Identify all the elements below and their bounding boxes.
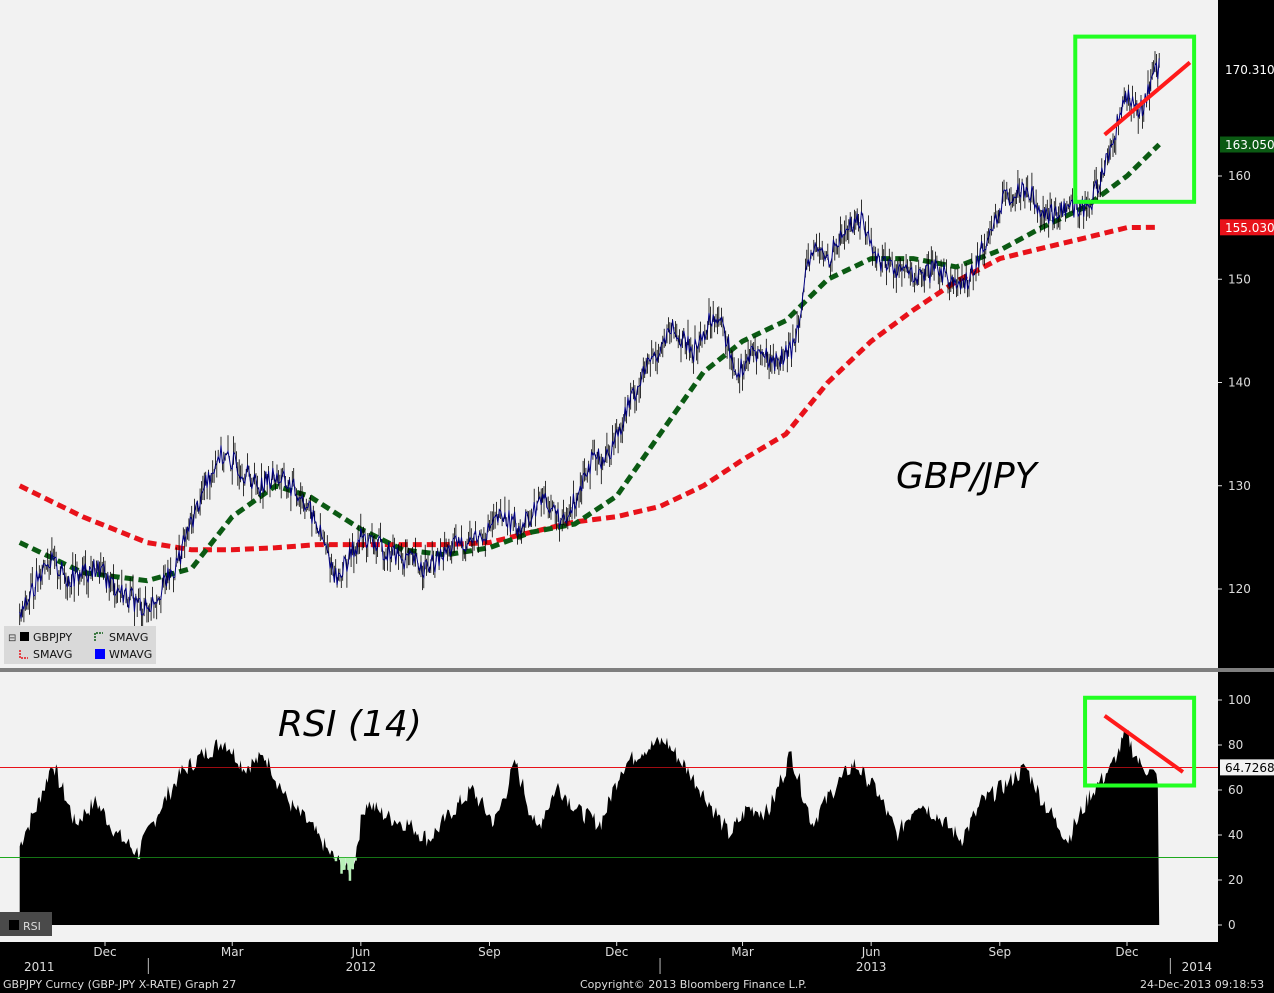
x-month-label: Mar <box>221 945 244 959</box>
x-month-label: Jun <box>350 945 370 959</box>
rsi-oversold-mark <box>343 857 346 870</box>
price-trendline <box>1103 60 1192 137</box>
legend-swatch-wmavg <box>95 649 105 659</box>
legend-label-smavg-red: SMAVG <box>33 648 72 661</box>
legend-label-gbpjpy: GBPJPY <box>33 631 72 644</box>
rsi-ytick-label: 60 <box>1228 783 1243 797</box>
x-month-label: Dec <box>1115 945 1138 959</box>
rsi-oversold-mark <box>345 857 349 863</box>
rsi-oversold-mark <box>334 857 338 862</box>
x-month-label: Sep <box>988 945 1011 959</box>
rsi-series-area <box>19 729 1160 925</box>
rsi-ytick-label: 20 <box>1228 873 1243 887</box>
rsi-legend: RSI <box>0 912 52 936</box>
x-year-label: 2014 <box>1182 960 1213 974</box>
price-series-smavg-1 <box>18 142 1161 584</box>
price-value-tag: 163.050 <box>1225 138 1274 152</box>
legend-swatch-gbpjpy <box>20 632 29 641</box>
price-chart-title: GBP/JPY <box>896 456 1040 497</box>
footer-left: GBPJPY Curncy (GBP-JPY X-RATE) Graph 27 <box>3 978 236 991</box>
legend-label-wmavg: WMAVG <box>109 648 152 661</box>
price-ytick-label: 160 <box>1228 169 1251 183</box>
rsi-oversold-mark <box>351 857 354 870</box>
rsi-oversold-mark <box>340 857 343 874</box>
rsi-highlight-box <box>1083 695 1197 788</box>
price-ytick-label: 150 <box>1228 272 1251 286</box>
price-legend-box <box>4 626 156 664</box>
x-year-label: 2013 <box>856 960 887 974</box>
price-ytick-label: 120 <box>1228 582 1251 596</box>
legend-swatch-rsi <box>9 920 19 930</box>
x-month-label: Jun <box>861 945 881 959</box>
x-year-label: 2011 <box>24 960 55 974</box>
legend-label-rsi: RSI <box>23 920 41 933</box>
rsi-oversold-mark <box>338 857 342 860</box>
axes: 120 130 140 150 160 170.310 163.050 155.030 0 20 4… <box>0 61 1274 974</box>
rsi-ytick-label: 0 <box>1228 918 1236 932</box>
rsi-oversold-mark <box>333 857 336 859</box>
rsi-oversold-mark <box>354 857 357 861</box>
rsi-panel <box>0 695 1218 925</box>
legend-swatch-smavg-red <box>19 650 28 659</box>
price-ytick-label: 130 <box>1228 479 1251 493</box>
price-highlight-box <box>1073 34 1197 204</box>
x-month-label: Sep <box>478 945 501 959</box>
legend-collapse-icon[interactable]: ⊟ <box>8 633 16 644</box>
price-legend: ⊟ GBPJPY SMAVG SMAVG WMAVG <box>4 626 156 664</box>
price-panel <box>18 34 1197 629</box>
price-value-tag-bg <box>1220 61 1274 78</box>
legend-swatch-smavg-green <box>94 632 103 641</box>
rsi-legend-box <box>0 912 52 936</box>
price-ytick-label: 140 <box>1228 376 1251 390</box>
rsi-ytick-label: 40 <box>1228 828 1243 842</box>
x-year-label: 2012 <box>346 960 377 974</box>
x-axis-band <box>0 942 1274 960</box>
price-series-gbpjpy <box>19 58 1160 619</box>
price-series-smavg-2 <box>18 224 1160 553</box>
rsi-ytick-label: 80 <box>1228 738 1243 752</box>
legend-label-smavg-green: SMAVG <box>109 631 148 644</box>
price-value-tag-bg <box>1220 219 1274 236</box>
rsi-chart-title: RSI (14) <box>278 704 422 745</box>
price-value-tag-bg <box>1220 136 1274 153</box>
footer-right: 24-Dec-2013 09:18:53 <box>1140 978 1264 991</box>
footer-center: Copyright© 2013 Bloomberg Finance L.P. <box>580 978 807 991</box>
rsi-oversold-mark <box>350 857 353 869</box>
rsi-trendline <box>1103 714 1185 774</box>
x-month-label: Dec <box>605 945 628 959</box>
rsi-oversold-mark <box>348 857 352 881</box>
price-value-tag: 155.030 <box>1225 221 1274 235</box>
rsi-value-tag-bg <box>1220 759 1274 776</box>
price-plot-area <box>0 0 1218 668</box>
rsi-oversold-mark <box>341 857 345 870</box>
price-value-tag: 170.310 <box>1225 63 1274 77</box>
rsi-oversold-mark <box>347 857 350 870</box>
rsi-value-tag: 64.7268 <box>1225 761 1274 775</box>
x-month-label: Mar <box>731 945 754 959</box>
panel-separator <box>0 668 1274 672</box>
x-month-label: Dec <box>93 945 116 959</box>
rsi-ytick-label: 100 <box>1228 693 1251 707</box>
rsi-oversold-mark <box>137 857 141 860</box>
